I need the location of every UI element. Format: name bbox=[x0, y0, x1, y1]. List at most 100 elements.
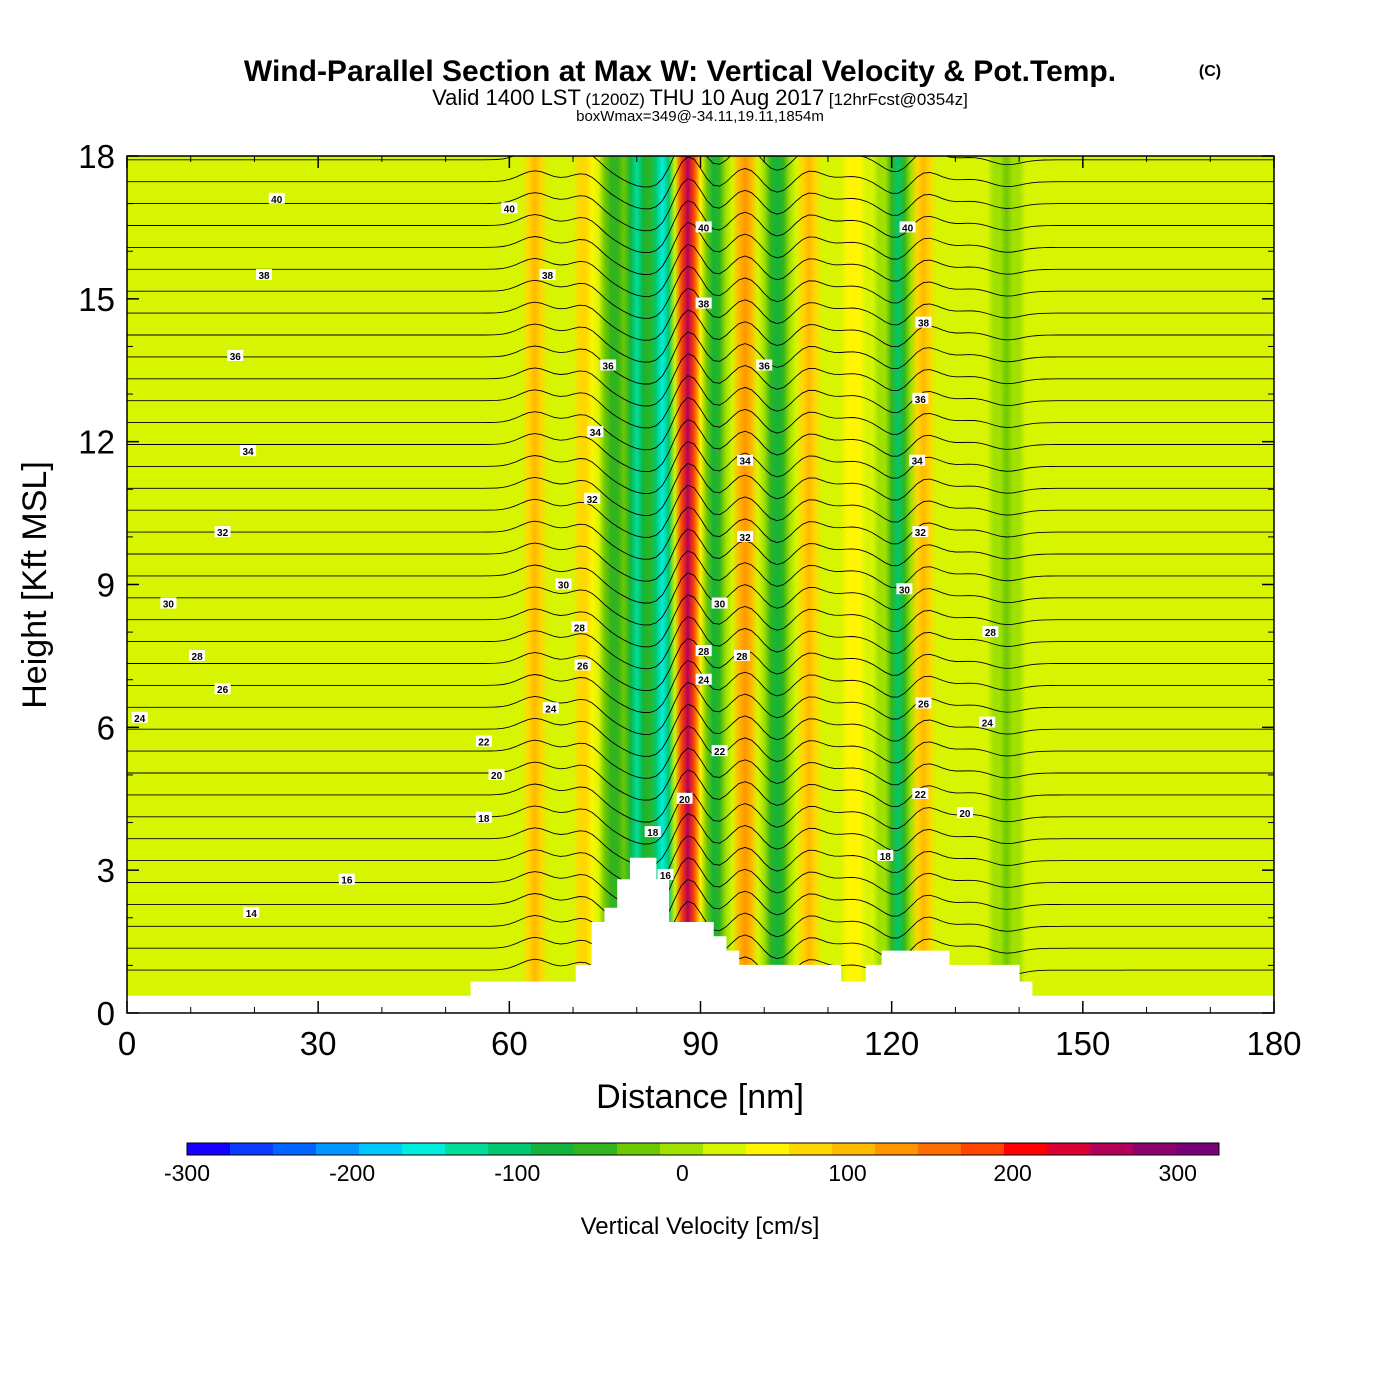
colorbar-tick-label: 100 bbox=[828, 1160, 866, 1186]
colorbar-tick-label: 0 bbox=[676, 1160, 689, 1186]
theta-contour-line bbox=[127, 484, 1274, 538]
theta-contour-line bbox=[127, 506, 1274, 560]
theta-label-text: 18 bbox=[647, 828, 659, 839]
theta-label: 28 bbox=[695, 645, 712, 658]
theta-contour-line bbox=[127, 550, 1274, 604]
colorbar-segment bbox=[1176, 1143, 1220, 1155]
theta-label: 40 bbox=[899, 221, 916, 234]
theta-label-text: 20 bbox=[491, 771, 503, 782]
theta-label-bg bbox=[979, 716, 996, 728]
theta-label-bg bbox=[896, 583, 913, 595]
x-tick-label: 150 bbox=[1055, 1025, 1110, 1062]
theta-label: 24 bbox=[979, 716, 996, 730]
theta-contour-line bbox=[127, 353, 1274, 407]
copyright-mark: (C) bbox=[1199, 63, 1221, 80]
x-tick-label: 120 bbox=[864, 1025, 919, 1062]
theta-label-text: 16 bbox=[341, 876, 353, 887]
theta-label: 22 bbox=[912, 787, 929, 801]
colorbar-segment bbox=[1004, 1143, 1048, 1155]
theta-label-text: 28 bbox=[985, 628, 997, 639]
theta-contour-line bbox=[127, 440, 1274, 494]
y-tick-label: 18 bbox=[78, 138, 115, 175]
theta-contour-line bbox=[127, 813, 1274, 867]
theta-contour-line bbox=[127, 221, 1274, 275]
theta-contour-line bbox=[127, 878, 1274, 933]
theta-contour-line bbox=[127, 725, 1274, 779]
y-tick-label: 9 bbox=[97, 567, 115, 604]
y-tick-label: 15 bbox=[78, 281, 115, 318]
theta-label-bg bbox=[711, 597, 728, 609]
theta-label-text: 22 bbox=[714, 747, 726, 758]
y-tick-label: 12 bbox=[78, 424, 115, 461]
colorbar-tick-label: -200 bbox=[329, 1160, 375, 1186]
theta-label-bg bbox=[501, 202, 518, 214]
theta-label: 36 bbox=[227, 349, 244, 363]
theta-label: 20 bbox=[956, 807, 973, 820]
colorbar-tick-label: -300 bbox=[164, 1160, 210, 1186]
theta-label-bg bbox=[737, 454, 754, 466]
theta-label: 30 bbox=[160, 597, 177, 611]
theta-label-bg bbox=[240, 445, 257, 457]
y-tick-label: 3 bbox=[97, 852, 115, 889]
colorbar-segment bbox=[445, 1143, 489, 1155]
theta-contour-line bbox=[127, 528, 1274, 582]
theta-label-text: 28 bbox=[192, 652, 204, 663]
chart-subtitle: Valid 1400 LST (1200Z) THU 10 Aug 2017 [… bbox=[432, 85, 968, 110]
theta-label-text: 30 bbox=[714, 600, 726, 611]
theta-label-bg bbox=[189, 649, 206, 661]
theta-label-bg bbox=[695, 221, 712, 233]
y-tick-label: 0 bbox=[97, 995, 115, 1032]
theta-label-bg bbox=[555, 578, 572, 590]
theta-contour-line bbox=[127, 856, 1274, 911]
theta-label-bg bbox=[256, 269, 273, 281]
theta-label: 28 bbox=[733, 649, 750, 663]
colorbar-segment bbox=[1047, 1143, 1091, 1155]
theta-label: 38 bbox=[256, 269, 273, 282]
theta-label-bg bbox=[877, 849, 894, 861]
theta-contour-line bbox=[127, 178, 1274, 232]
x-tick-label: 180 bbox=[1246, 1025, 1301, 1062]
terrain-mask bbox=[127, 857, 1274, 1013]
theta-label: 26 bbox=[214, 683, 231, 696]
x-tick-label: 30 bbox=[300, 1025, 337, 1062]
theta-label-text: 20 bbox=[679, 795, 691, 806]
theta-label: 34 bbox=[587, 426, 604, 439]
theta-label: 28 bbox=[571, 621, 588, 634]
theta-label: 38 bbox=[915, 316, 932, 330]
theta-label: 40 bbox=[268, 192, 285, 206]
theta-label: 38 bbox=[539, 269, 556, 282]
theta-label: 32 bbox=[584, 492, 601, 506]
theta-label-text: 32 bbox=[217, 528, 229, 539]
theta-label-text: 38 bbox=[698, 300, 710, 311]
theta-label-bg bbox=[600, 359, 617, 371]
theta-contour-line bbox=[127, 462, 1274, 516]
theta-label-text: 30 bbox=[558, 581, 570, 592]
colorbar-segment bbox=[961, 1143, 1005, 1155]
theta-label-bg bbox=[475, 811, 492, 823]
theta-label: 16 bbox=[338, 873, 355, 887]
theta-contour-line bbox=[127, 265, 1274, 319]
theta-label-text: 24 bbox=[134, 714, 146, 725]
colorbar-tick-label: -100 bbox=[494, 1160, 540, 1186]
theta-label-bg bbox=[695, 297, 712, 309]
theta-label-text: 26 bbox=[217, 685, 229, 696]
theta-label: 32 bbox=[214, 526, 231, 539]
theta-label: 24 bbox=[131, 711, 148, 725]
theta-label-bg bbox=[915, 697, 932, 709]
theta-label: 36 bbox=[912, 392, 929, 406]
colorbar-segment bbox=[789, 1143, 833, 1155]
colorbar-segment bbox=[488, 1143, 532, 1155]
theta-label-bg bbox=[475, 735, 492, 747]
theta-label-bg bbox=[912, 392, 929, 404]
colorbar-segment bbox=[617, 1143, 661, 1155]
theta-label-text: 24 bbox=[698, 676, 710, 687]
colorbar-segment bbox=[832, 1143, 876, 1155]
theta-label: 20 bbox=[676, 792, 693, 806]
colorbar-tick-label: 300 bbox=[1159, 1160, 1197, 1186]
theta-label: 24 bbox=[542, 702, 559, 715]
theta-label: 16 bbox=[657, 868, 674, 882]
theta-label-text: 18 bbox=[880, 852, 892, 863]
forecast-info: [12hrFcst@0354z] bbox=[829, 90, 968, 109]
